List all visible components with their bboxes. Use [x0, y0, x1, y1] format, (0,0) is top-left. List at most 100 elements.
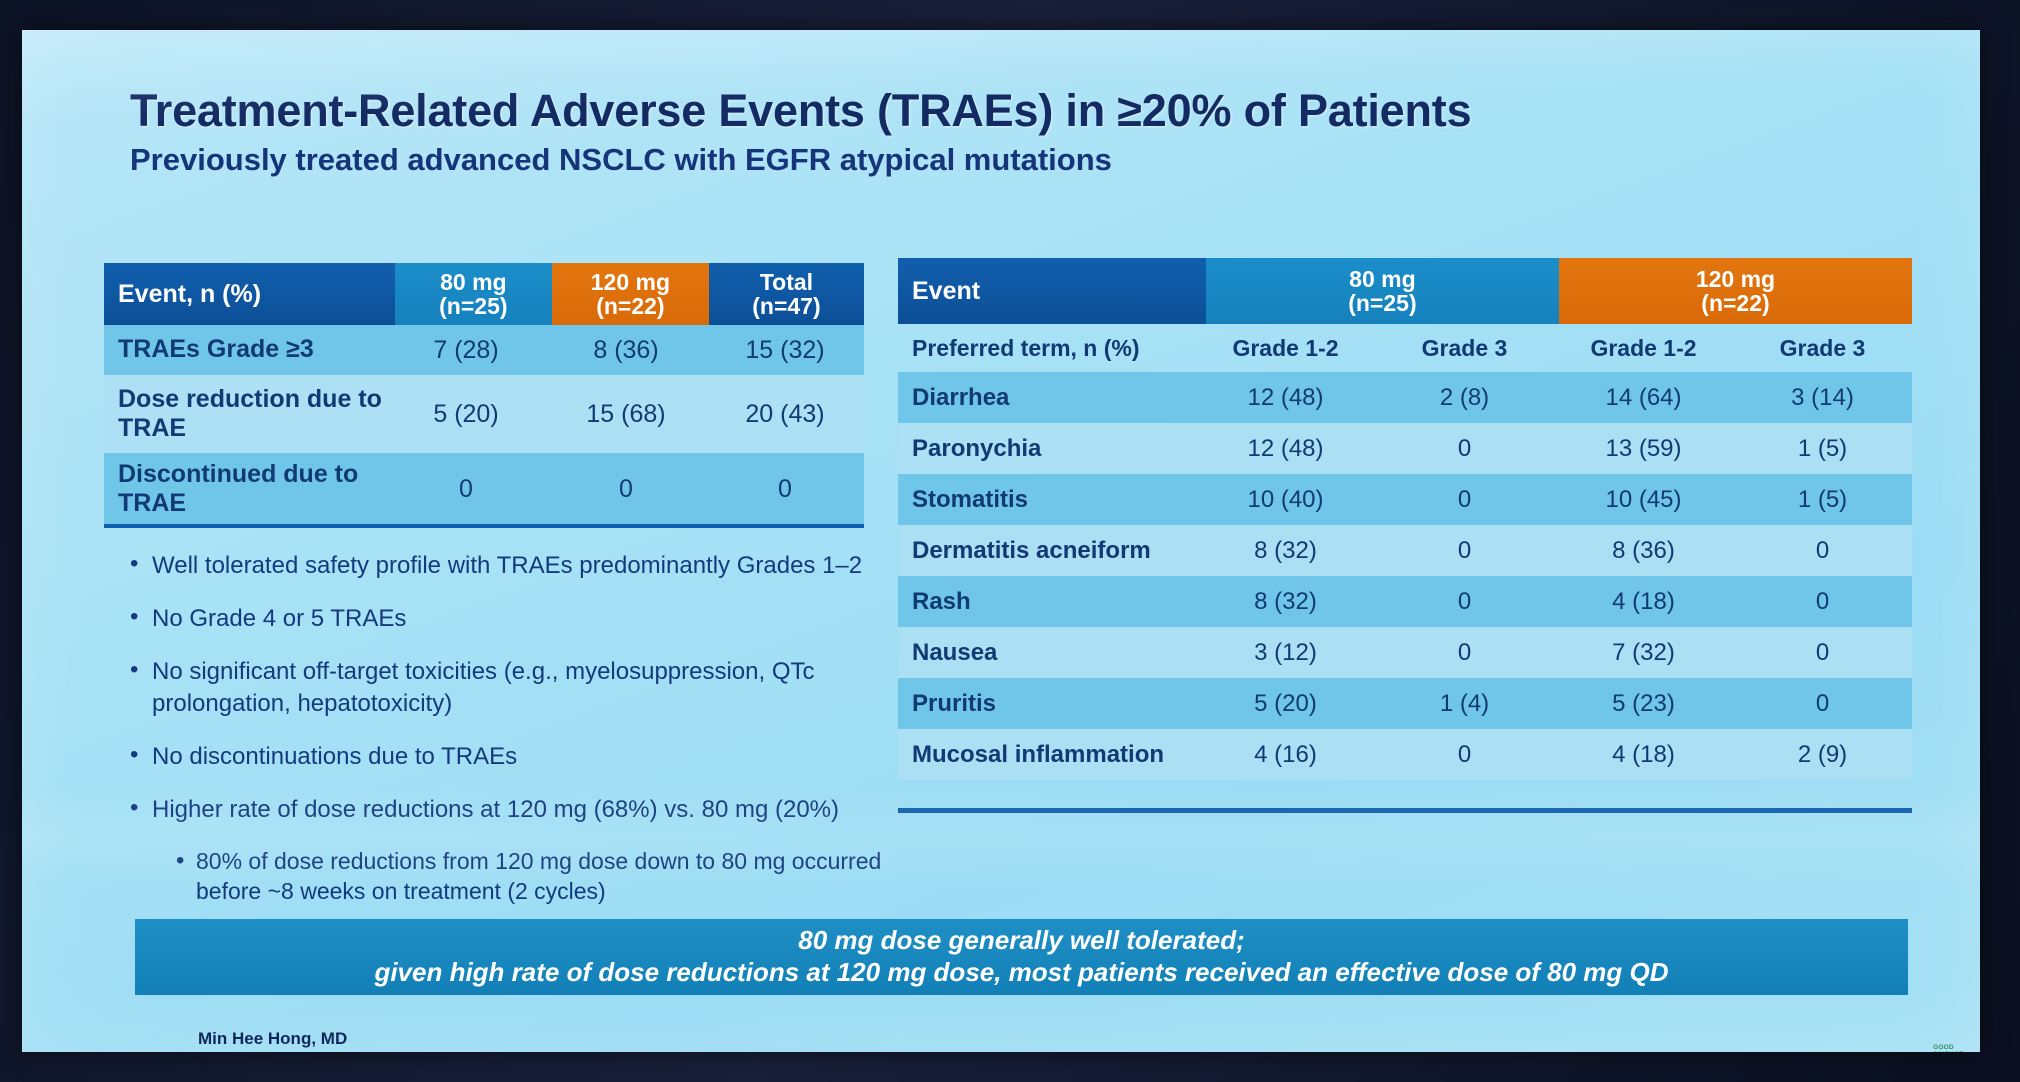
header-cell-80mg: 80 mg (n=25) — [1205, 258, 1559, 324]
row-value: 7 (32) — [1612, 638, 1675, 666]
row-value: 0 — [619, 474, 633, 503]
header-line1: 120 mg — [1695, 265, 1776, 292]
row-value: 0 — [1457, 536, 1472, 564]
right-table-bottom-rule — [898, 808, 1912, 813]
row-label: Diarrhea — [912, 383, 1010, 411]
row-value: 3 (12) — [1254, 638, 1317, 666]
row-value: 1 (5) — [1797, 485, 1848, 513]
row-value: 5 (23) — [1612, 689, 1675, 717]
header-line2: (n=47) — [752, 293, 821, 319]
table-row: Rash 8 (32) 0 4 (18) 0 — [898, 576, 1912, 627]
header-cell-total: Total (n=47) — [708, 263, 864, 325]
row-value: 10 (45) — [1605, 485, 1682, 513]
table-row: Pruritis 5 (20) 1 (4) 5 (23) 0 — [898, 678, 1912, 729]
row-label: Pruritis — [912, 689, 997, 717]
row-value: 12 (48) — [1247, 434, 1324, 462]
row-label: Stomatitis — [912, 485, 1029, 513]
conclusion-banner: 80 mg dose generally well tolerated; giv… — [135, 919, 1908, 995]
page-subtitle: Previously treated advanced NSCLC with E… — [130, 142, 1112, 177]
row-value: 0 — [1457, 638, 1472, 666]
header-cell-80mg: 80 mg (n=25) — [394, 263, 552, 325]
row-value: 13 (59) — [1605, 434, 1682, 462]
row-value: 20 (43) — [745, 399, 825, 428]
header-line2: (n=25) — [1348, 290, 1417, 316]
row-label: Rash — [912, 587, 971, 615]
header-line1: 80 mg — [440, 268, 507, 295]
row-value: 8 (32) — [1254, 587, 1317, 615]
row-value: 1 (4) — [1439, 689, 1490, 717]
footer-author: Min Hee Hong, MD — [198, 1029, 348, 1048]
header-line1: 80 mg — [1349, 265, 1416, 292]
row-value: 4 (18) — [1612, 740, 1675, 768]
esmo-logo: ESMO GOOD SCIENCE BETTER MEDICINE BEST P… — [1831, 1044, 1980, 1052]
row-value: 4 (16) — [1254, 740, 1317, 768]
row-value: 8 (32) — [1254, 536, 1317, 564]
table-row: Diarrhea 12 (48) 2 (8) 14 (64) 3 (14) — [898, 372, 1912, 423]
esmo-letter-m: M — [1874, 1047, 1903, 1052]
esmo-tagline-line-1: GOOD SCIENCE — [1933, 1044, 1963, 1052]
list-item: No significant off-target toxicities (e.… — [122, 654, 912, 718]
row-value: 14 (64) — [1605, 383, 1682, 411]
esmo-letter-s: S — [1852, 1047, 1875, 1052]
subheader-grade3-80: Grade 3 — [1421, 334, 1508, 361]
subheader-grade12-80: Grade 1-2 — [1232, 334, 1339, 361]
row-value: 10 (40) — [1247, 485, 1324, 513]
row-value: 12 (48) — [1247, 383, 1324, 411]
bullet-list: Well tolerated safety profile with TRAEs… — [122, 548, 912, 913]
header-line1: 120 mg — [590, 268, 671, 295]
header-line1: Event, n (%) — [118, 279, 262, 308]
table-row: Dermatitis acneiform 8 (32) 0 8 (36) 0 — [898, 525, 1912, 576]
row-value: 0 — [1815, 536, 1830, 564]
esmo-tagline: GOOD SCIENCE BETTER MEDICINE BEST PRACTI… — [1933, 1044, 1980, 1052]
header-line1: Event — [912, 276, 981, 305]
row-value: 7 (28) — [433, 335, 499, 364]
header-cell-event: Event, n (%) — [104, 263, 395, 325]
header-line1: Total — [759, 268, 814, 295]
preferred-term-table: Event 80 mg (n=25) 120 mg (n=22) Preferr… — [898, 258, 1913, 780]
row-value: 2 (8) — [1439, 383, 1490, 411]
row-value: 0 — [1815, 638, 1830, 666]
header-line2: (n=22) — [1701, 290, 1770, 316]
row-value: 0 — [1457, 587, 1472, 615]
esmo-letter-e: E — [1831, 1047, 1854, 1052]
row-label: Mucosal inflammation — [912, 740, 1165, 768]
row-value: 8 (36) — [1612, 536, 1675, 564]
row-value: 4 (18) — [1612, 587, 1675, 615]
table-row: Discontinued due to TRAE 0 0 0 — [104, 453, 864, 525]
header-line2: (n=22) — [596, 293, 665, 319]
row-label: TRAEs Grade ≥3 — [118, 335, 314, 364]
header-cell-120mg: 120 mg (n=22) — [551, 263, 709, 325]
row-label: Dermatitis acneiform — [912, 536, 1151, 564]
list-item: Higher rate of dose reductions at 120 mg… — [122, 792, 912, 825]
row-value: 0 — [1815, 587, 1830, 615]
table-row: Stomatitis 10 (40) 0 10 (45) 1 (5) — [898, 474, 1912, 525]
row-label: Discontinued due to TRAE — [118, 459, 359, 518]
presentation-slide: Treatment-Related Adverse Events (TRAEs)… — [22, 30, 1980, 1052]
row-value: 5 (20) — [433, 399, 499, 428]
row-value: 3 (14) — [1791, 383, 1854, 411]
row-value: 0 — [1815, 689, 1830, 717]
row-value: 8 (36) — [593, 335, 659, 364]
row-value: 0 — [459, 474, 473, 503]
banner-line-2: given high rate of dose reductions at 12… — [374, 957, 1669, 987]
row-value: 15 (68) — [586, 399, 666, 428]
table-row: TRAEs Grade ≥3 7 (28) 8 (36) 15 (32) — [104, 325, 864, 375]
row-value: 0 — [1457, 434, 1472, 462]
header-cell-120mg: 120 mg (n=22) — [1558, 258, 1913, 324]
row-label: Paronychia — [912, 434, 1042, 462]
list-item: Well tolerated safety profile with TRAEs… — [122, 548, 912, 581]
row-value: 1 (5) — [1797, 434, 1848, 462]
summary-trae-table: Event, n (%) 80 mg (n=25) 120 mg (n=22) … — [104, 263, 864, 525]
row-label: Dose reduction due to TRAE — [118, 384, 382, 443]
table-row: Dose reduction due to TRAE 5 (20) 15 (68… — [104, 375, 864, 453]
esmo-letter-o: O — [1901, 1047, 1928, 1052]
row-value: 0 — [1457, 740, 1472, 768]
header-line2: (n=25) — [439, 293, 508, 319]
left-table-bottom-rule — [104, 524, 864, 528]
row-value: 5 (20) — [1254, 689, 1317, 717]
row-label: Nausea — [912, 638, 998, 666]
row-value: 0 — [1457, 485, 1472, 513]
table-row: Paronychia 12 (48) 0 13 (59) 1 (5) — [898, 423, 1912, 474]
esmo-wordmark: ESMO — [1831, 1047, 1928, 1052]
